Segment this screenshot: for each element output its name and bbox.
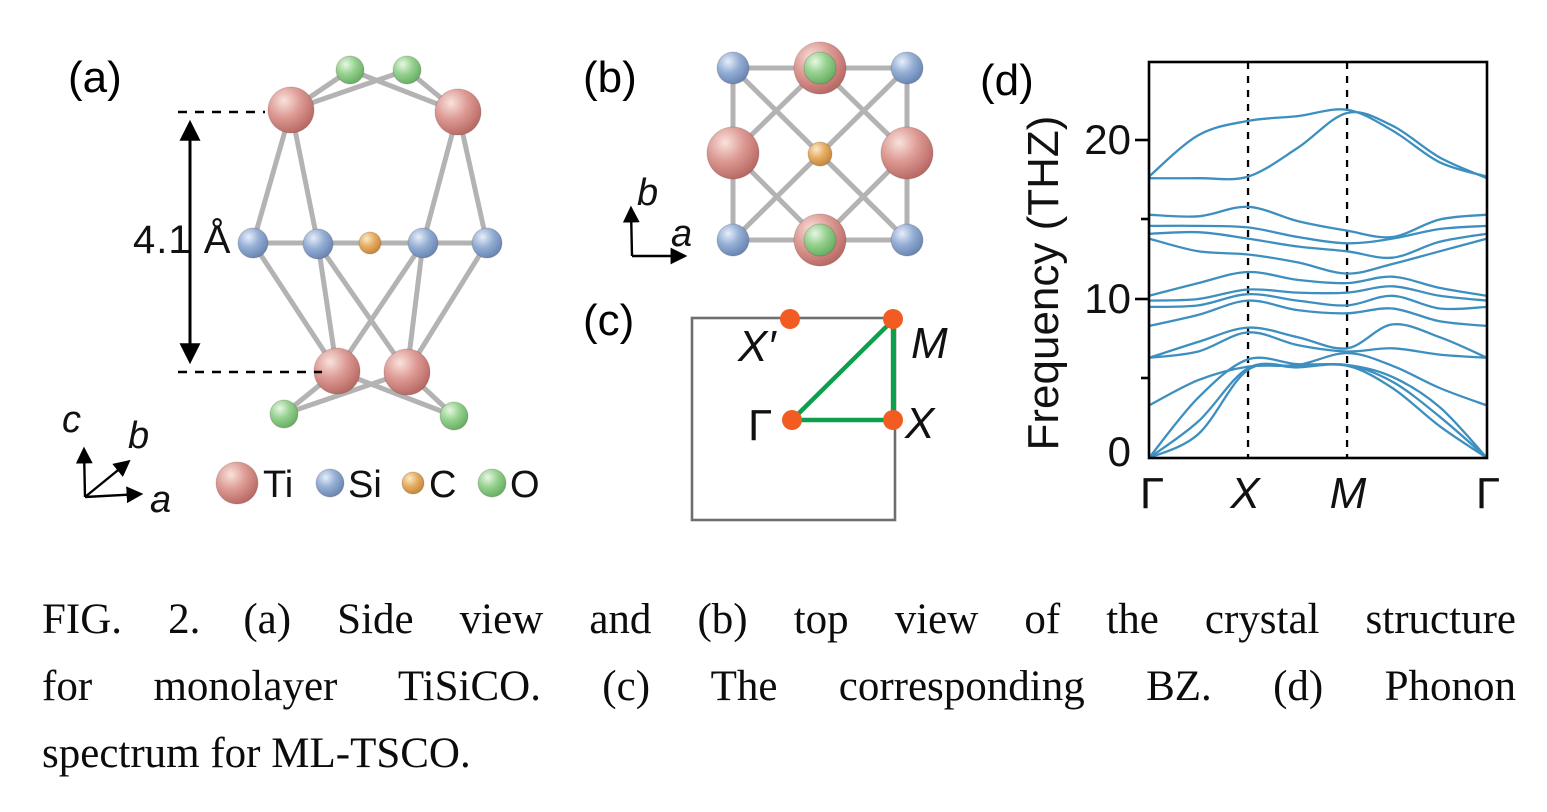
atom-o bbox=[803, 223, 837, 257]
xtick-gamma-left: Γ bbox=[1140, 469, 1164, 518]
panel-a-side-view: (a) bbox=[62, 53, 540, 521]
legend-c-ball bbox=[401, 471, 425, 495]
phonon-band bbox=[1148, 285, 1488, 302]
panel-c-brillouin-zone: (c) X′ M Γ X bbox=[583, 296, 948, 522]
bz-dot-x bbox=[883, 410, 903, 430]
legend-o-ball bbox=[477, 468, 507, 498]
panel-d-phonon-spectrum: (d) 20 10 0 Frequency (THZ) Γ X M Γ bbox=[980, 56, 1500, 518]
legend-ti-ball bbox=[215, 461, 259, 505]
atom-si bbox=[407, 227, 439, 259]
atom-c bbox=[807, 141, 833, 167]
phonon-band bbox=[1148, 205, 1488, 239]
atom-si bbox=[471, 227, 503, 259]
ytick-20: 20 bbox=[1084, 116, 1131, 163]
atom-si bbox=[302, 228, 334, 260]
caption-line: spectrum for ML-TSCO. bbox=[42, 730, 471, 777]
phonon-frame bbox=[1147, 60, 1489, 460]
atom-si bbox=[890, 223, 924, 257]
atom-ti bbox=[267, 86, 315, 134]
legend-o-label: O bbox=[510, 464, 540, 506]
phonon-band bbox=[1148, 270, 1488, 297]
legend-si-label: Si bbox=[348, 464, 382, 506]
caption-line: for monolayer TiSiCO. (c) The correspond… bbox=[42, 663, 1516, 710]
b-axis-label: b bbox=[637, 172, 658, 214]
atom-ti bbox=[706, 126, 760, 180]
caption-line: FIG. 2. (a) Side view and (b) top view o… bbox=[42, 596, 1516, 643]
ytick-0: 0 bbox=[1108, 428, 1131, 475]
panel-a-atoms bbox=[237, 55, 503, 431]
panel-d-label: (d) bbox=[980, 56, 1034, 105]
b-axis-label: b bbox=[128, 415, 149, 457]
phonon-band bbox=[1148, 356, 1488, 459]
atom-o bbox=[803, 51, 837, 85]
xtick-m: M bbox=[1330, 469, 1367, 518]
xtick-x: X bbox=[1229, 469, 1261, 518]
c-axis-label: c bbox=[62, 399, 81, 441]
phonon-band bbox=[1148, 108, 1488, 178]
atom-c bbox=[358, 231, 382, 255]
bz-kpath bbox=[789, 317, 896, 423]
a-axis-arrow bbox=[84, 486, 144, 504]
bz-label-x: X bbox=[904, 399, 936, 448]
panel-b-axes: b a bbox=[622, 172, 692, 265]
a-axis-label: a bbox=[671, 213, 692, 255]
panel-b-label: (b) bbox=[583, 53, 637, 102]
c-axis-arrow bbox=[75, 446, 93, 498]
atom-ti bbox=[434, 88, 482, 136]
xtick-gamma-right: Γ bbox=[1476, 469, 1500, 518]
panel-a-label: (a) bbox=[68, 53, 122, 102]
element-legend: Ti Si C O bbox=[215, 461, 540, 506]
bz-dot-gamma bbox=[782, 410, 802, 430]
phonon-band bbox=[1148, 230, 1488, 260]
phonon-band bbox=[1148, 331, 1488, 359]
bz-dot-xprime bbox=[780, 309, 800, 329]
phonon-band bbox=[1148, 299, 1488, 328]
atom-o bbox=[335, 55, 365, 85]
phonon-band bbox=[1148, 323, 1488, 359]
phonon-band bbox=[1148, 293, 1488, 311]
phonon-bands bbox=[1148, 108, 1488, 460]
legend-c-label: C bbox=[429, 464, 456, 506]
panel-a-axes: c b a bbox=[62, 399, 171, 521]
atom-si bbox=[237, 227, 269, 259]
legend-si-ball bbox=[315, 468, 345, 498]
bz-dots bbox=[780, 309, 903, 430]
figure-caption: FIG. 2. (a) Side view and (b) top view o… bbox=[42, 586, 1516, 787]
phonon-band bbox=[1148, 351, 1488, 407]
atom-si bbox=[716, 223, 750, 257]
phonon-band bbox=[1148, 111, 1488, 181]
legend-ti-label: Ti bbox=[263, 464, 293, 506]
phonon-y-ticks bbox=[1135, 138, 1149, 380]
phonon-band bbox=[1148, 362, 1488, 459]
distance-label: 4.1 Å bbox=[133, 217, 231, 262]
atom-si bbox=[716, 51, 750, 85]
atom-o bbox=[439, 401, 469, 431]
atom-si bbox=[890, 51, 924, 85]
phonon-zone-boundaries bbox=[1246, 62, 1349, 458]
bz-label-xprime: X′ bbox=[737, 322, 777, 371]
phonon-band bbox=[1148, 237, 1488, 275]
panel-b-top-view: (b) b a bbox=[583, 41, 934, 267]
y-axis-label: Frequency (THZ) bbox=[1019, 116, 1068, 451]
a-axis-label: a bbox=[150, 479, 171, 521]
atom-ti bbox=[880, 126, 934, 180]
bz-label-m: M bbox=[911, 319, 948, 368]
bz-dot-m bbox=[883, 309, 903, 329]
b-axis-arrow bbox=[84, 459, 131, 498]
atom-o bbox=[392, 55, 422, 85]
atom-ti bbox=[383, 348, 431, 396]
distance-annotation: 4.1 Å bbox=[133, 110, 322, 374]
atom-o bbox=[269, 399, 299, 429]
panel-c-label: (c) bbox=[583, 296, 634, 345]
panel-b-atoms bbox=[706, 41, 934, 267]
phonon-band bbox=[1148, 224, 1488, 245]
ytick-10: 10 bbox=[1084, 275, 1131, 322]
bz-label-gamma: Γ bbox=[748, 401, 772, 450]
b-axis-arrow bbox=[622, 205, 640, 257]
